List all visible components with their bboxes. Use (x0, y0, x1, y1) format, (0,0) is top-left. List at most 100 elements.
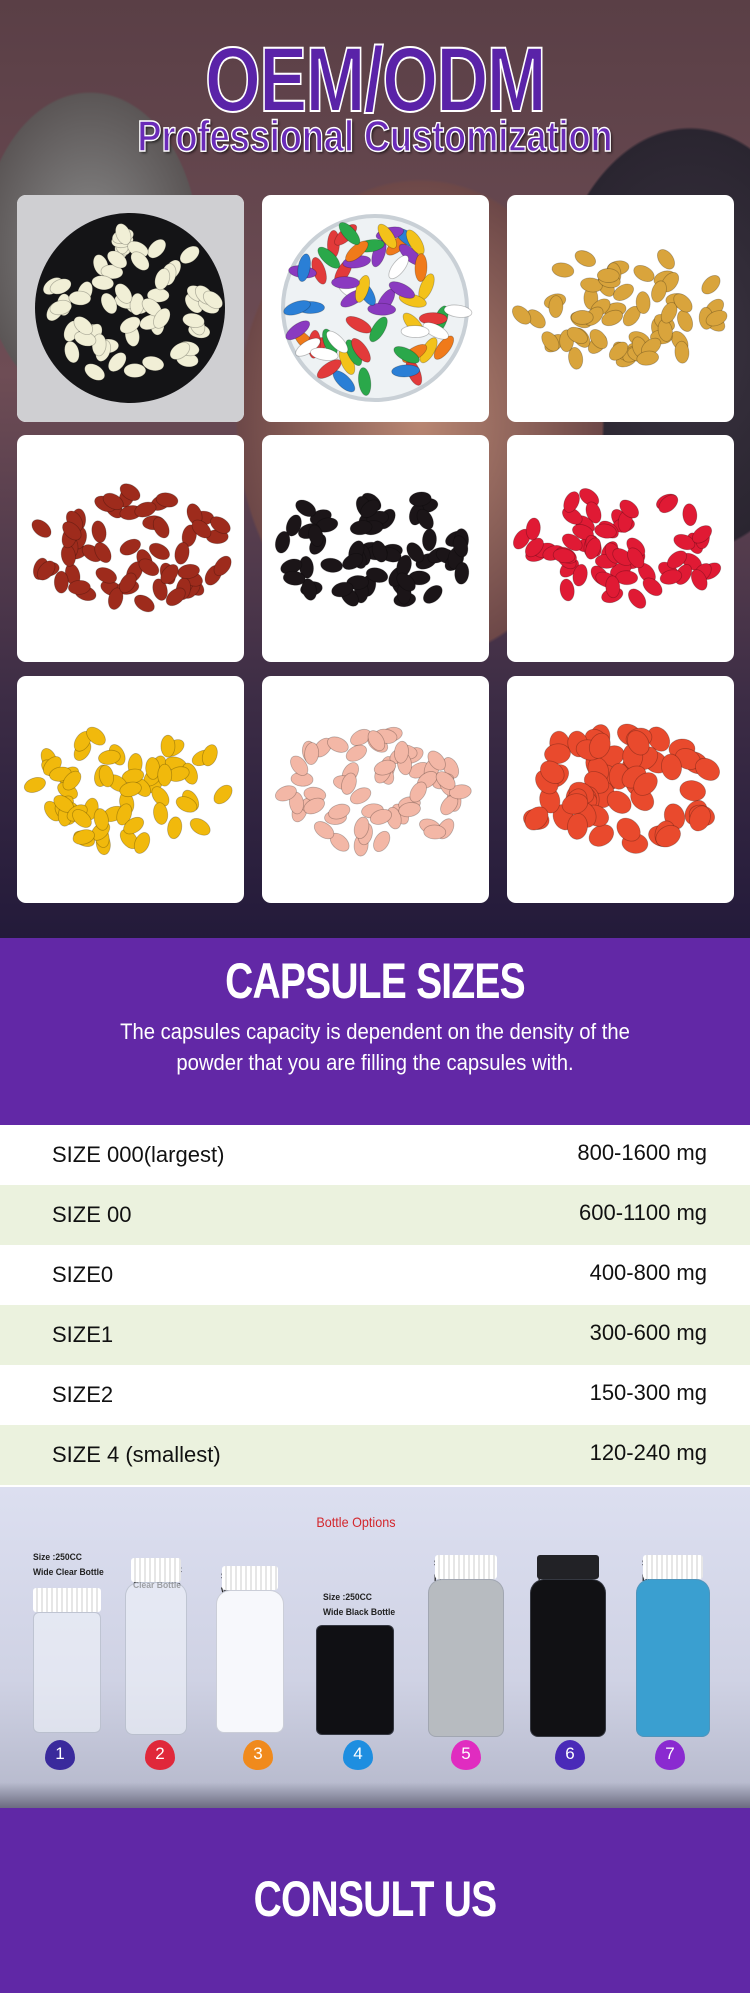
pill (301, 578, 317, 601)
product-image (523, 723, 720, 854)
number-heart-icon: 5 (451, 1740, 481, 1770)
bottle-cap (222, 1566, 278, 1590)
pill (153, 802, 169, 825)
pill (201, 744, 218, 767)
pill (72, 829, 95, 845)
pill (367, 302, 397, 316)
hero-subtitle: Professional Customization (137, 111, 613, 162)
pill (409, 781, 427, 803)
pill (100, 292, 118, 315)
pill (177, 563, 200, 580)
pill (152, 578, 168, 601)
pill (182, 312, 205, 329)
capsule-capacity: 120-240 mg (589, 1440, 707, 1465)
pill (674, 340, 690, 364)
pill (574, 250, 597, 267)
pill (526, 309, 546, 329)
product-card (17, 435, 244, 662)
pill (36, 560, 56, 581)
pill (691, 525, 713, 544)
pill (690, 569, 708, 591)
pill (676, 309, 694, 332)
bottle (316, 1625, 394, 1735)
pill (673, 533, 696, 551)
pill (373, 759, 397, 776)
capsule-size: SIZE 00 (52, 1202, 132, 1227)
pill (283, 300, 311, 316)
bottle-body (428, 1579, 504, 1737)
pill (566, 326, 588, 345)
pill (540, 760, 565, 784)
pill (393, 740, 409, 764)
pill (580, 277, 603, 293)
product-image (23, 726, 233, 856)
pill (563, 491, 580, 513)
pill (274, 785, 297, 802)
pill (548, 295, 564, 319)
pill (511, 305, 532, 325)
pill (316, 359, 342, 379)
pill (331, 276, 360, 290)
pill (68, 290, 92, 306)
pill (62, 770, 82, 791)
pill (290, 755, 309, 776)
consult-us-button[interactable]: CONSULT US (253, 1871, 498, 1927)
pill (658, 494, 679, 514)
bottle (125, 1558, 187, 1735)
pill (49, 299, 73, 316)
pill (53, 570, 69, 594)
table-row: SIZE 000(largest) 800-1600 mg (0, 1125, 750, 1185)
pill (95, 567, 118, 584)
number-heart-icon: 6 (555, 1740, 585, 1770)
product-image (281, 214, 473, 402)
pill (328, 803, 351, 820)
pill (153, 307, 171, 329)
pill (627, 547, 645, 569)
pill (400, 325, 430, 338)
bottle (530, 1555, 606, 1737)
bottle-size: Size :250CC (33, 1552, 82, 1563)
pill (408, 491, 432, 507)
pill (152, 516, 170, 539)
pill (660, 301, 678, 324)
pill (657, 249, 675, 270)
bottle-options-image: Bottle Options Size :250CC Wide Clear Bot… (0, 1487, 750, 1808)
pill (119, 483, 141, 502)
pill (633, 264, 655, 282)
capsule-size: SIZE0 (52, 1262, 114, 1287)
pill (452, 535, 469, 558)
pill (119, 572, 137, 594)
pill (633, 772, 658, 796)
capsule-size-table: SIZE 000(largest) 800-1600 mg SIZE 00 600-1… (0, 1125, 750, 1485)
pill (541, 331, 560, 352)
bottle-name: Wide Clear Bottle (33, 1567, 104, 1578)
consult-banner[interactable]: CONSULT US (0, 1808, 750, 1993)
pill (423, 824, 447, 840)
pill (167, 816, 183, 840)
pill (342, 553, 364, 570)
pill (86, 726, 106, 746)
table-row: SIZE1 300-600 mg (0, 1305, 750, 1365)
table-row: SIZE2 150-300 mg (0, 1365, 750, 1425)
pill (308, 524, 324, 547)
pill (567, 812, 588, 840)
bottle (428, 1555, 504, 1737)
bottle-size: Size :250CC (323, 1592, 372, 1603)
pill (659, 569, 683, 585)
pill (341, 772, 357, 795)
pill (148, 542, 170, 560)
pill (345, 744, 367, 762)
pill (371, 540, 388, 563)
pill (406, 542, 425, 563)
pill (98, 764, 114, 788)
capsule-capacity: 600-1100 mg (578, 1200, 707, 1225)
pill (435, 771, 456, 790)
pill (559, 578, 575, 602)
pill (119, 316, 141, 334)
bottle-label: Size :250CC Wide Black Bottle (323, 1590, 395, 1620)
pill (209, 516, 231, 534)
pill (369, 316, 388, 343)
bottle-options-title: Bottle Options (316, 1514, 396, 1530)
bottle (216, 1566, 284, 1733)
pill (160, 734, 176, 758)
